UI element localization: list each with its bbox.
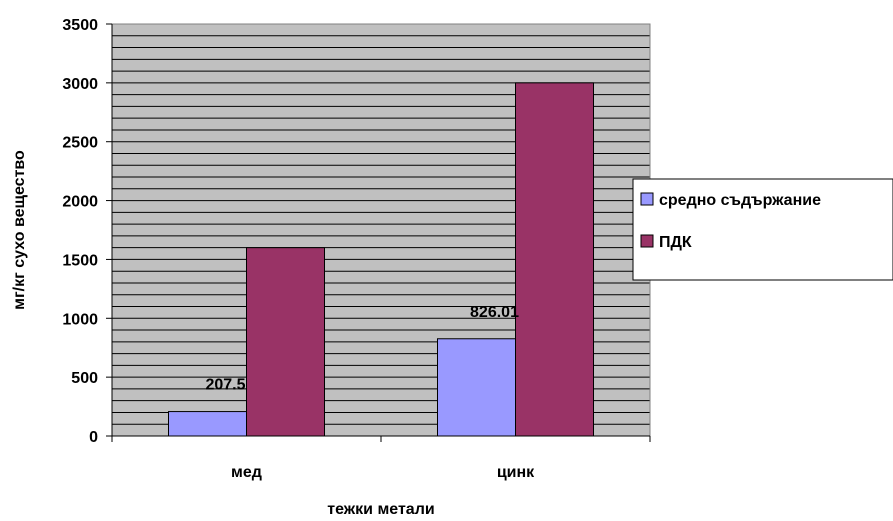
x-tick-labels: мед цинк [231,464,535,481]
x-tick-label: мед [231,464,262,481]
y-tick-label: 2000 [62,194,98,211]
bar-2-1 [246,247,325,437]
bar-1-1 [168,411,247,437]
x-axis-title: тежки метали [327,501,434,518]
legend-label-series-2: ПДК [659,234,692,251]
y-tick-label: 3000 [62,76,98,93]
y-tick-label: 1000 [62,311,98,328]
legend: средно съдържание ПДК [632,178,893,281]
axes [106,23,651,442]
y-tick-label: 0 [89,429,98,446]
y-tick-label: 3500 [62,17,98,34]
y-tick-labels: 0 500 1000 1500 2000 2500 3000 3500 [62,17,98,446]
legend-label-series-1: средно съдържание [659,192,821,209]
legend-swatch-series-1 [640,192,654,206]
x-tick-label: цинк [497,464,535,481]
y-tick-label: 1500 [62,252,98,269]
data-label: 826.01 [470,304,519,321]
legend-box [632,178,893,281]
data-label: 207.5 [205,377,245,394]
data-labels: 207.5 826.01 [205,304,519,394]
bar-1-2 [437,338,516,437]
y-tick-label: 500 [71,370,98,387]
y-tick-label: 2500 [62,135,98,152]
y-axis-title: мг/кг сухо вещество [11,150,28,310]
bars [168,82,594,437]
legend-swatch-series-2 [640,234,654,248]
bar-2-2 [515,82,594,437]
